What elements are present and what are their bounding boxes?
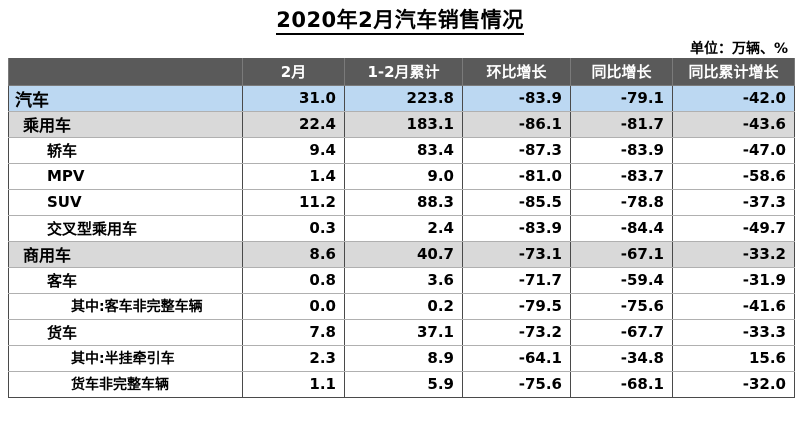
- yoy-cumulative-growth-cell: -49.7: [672, 215, 795, 242]
- feb-value-cell: 11.2: [242, 189, 345, 216]
- document-title: 2020年2月汽车销售情况: [0, 4, 800, 35]
- yoy-growth-cell: -78.8: [570, 189, 673, 216]
- yoy-cumulative-growth-cell: -47.0: [672, 137, 795, 164]
- cumulative-value-cell: 8.9: [344, 345, 463, 372]
- feb-value-cell: 9.4: [242, 137, 345, 164]
- yoy-growth-cell: -68.1: [570, 371, 673, 398]
- feb-value-cell: 8.6: [242, 241, 345, 268]
- table-row: 货车非完整车辆 1.1 5.9 -75.6 -68.1 -32.0: [8, 371, 795, 398]
- mom-growth-cell: -83.9: [462, 85, 571, 112]
- cumulative-value-cell: 37.1: [344, 319, 463, 346]
- cumulative-value-cell: 83.4: [344, 137, 463, 164]
- yoy-cumulative-growth-cell: -58.6: [672, 163, 795, 190]
- cumulative-value-cell: 5.9: [344, 371, 463, 398]
- cumulative-value-cell: 223.8: [344, 85, 463, 112]
- mom-growth-cell: -81.0: [462, 163, 571, 190]
- row-name-cell: 轿车: [8, 137, 243, 164]
- yoy-cumulative-growth-cell: -33.3: [672, 319, 795, 346]
- table-body: 汽车 31.0 223.8 -83.9 -79.1 -42.0 乘用车 22.4 183.1 -8…: [8, 85, 795, 398]
- feb-value-cell: 22.4: [242, 111, 345, 138]
- feb-value-cell: 1.1: [242, 371, 345, 398]
- row-name-cell: 汽车: [8, 85, 243, 112]
- feb-value-cell: 0.3: [242, 215, 345, 242]
- mom-growth-cell: -85.5: [462, 189, 571, 216]
- cumulative-value-cell: 88.3: [344, 189, 463, 216]
- feb-value-cell: 0.8: [242, 267, 345, 294]
- table-row: SUV 11.2 88.3 -85.5 -78.8 -37.3: [8, 189, 795, 216]
- mom-growth-cell: -64.1: [462, 345, 571, 372]
- table-row: 交叉型乘用车 0.3 2.4 -83.9 -84.4 -49.7: [8, 215, 795, 242]
- table-row: 商用车 8.6 40.7 -73.1 -67.1 -33.2: [8, 241, 795, 268]
- yoy-growth-cell: -59.4: [570, 267, 673, 294]
- header-cell-mom-growth: 环比增长: [462, 58, 571, 86]
- yoy-growth-cell: -75.6: [570, 293, 673, 320]
- yoy-growth-cell: -84.4: [570, 215, 673, 242]
- row-name-cell: 其中:半挂牵引车: [8, 345, 243, 372]
- table-row: MPV 1.4 9.0 -81.0 -83.7 -58.6: [8, 163, 795, 190]
- yoy-cumulative-growth-cell: -31.9: [672, 267, 795, 294]
- row-name-cell: 客车: [8, 267, 243, 294]
- feb-value-cell: 2.3: [242, 345, 345, 372]
- table-row: 汽车 31.0 223.8 -83.9 -79.1 -42.0: [8, 85, 795, 112]
- table-row: 乘用车 22.4 183.1 -86.1 -81.7 -43.6: [8, 111, 795, 138]
- yoy-growth-cell: -81.7: [570, 111, 673, 138]
- yoy-cumulative-growth-cell: -37.3: [672, 189, 795, 216]
- mom-growth-cell: -87.3: [462, 137, 571, 164]
- cumulative-value-cell: 183.1: [344, 111, 463, 138]
- yoy-cumulative-growth-cell: -33.2: [672, 241, 795, 268]
- header-cell-cumulative: 1-2月累计: [344, 58, 463, 86]
- table-row: 客车 0.8 3.6 -71.7 -59.4 -31.9: [8, 267, 795, 294]
- cumulative-value-cell: 3.6: [344, 267, 463, 294]
- row-name-cell: 其中:客车非完整车辆: [8, 293, 243, 320]
- row-name-cell: 货车: [8, 319, 243, 346]
- row-name-cell: 乘用车: [8, 111, 243, 138]
- yoy-cumulative-growth-cell: -42.0: [672, 85, 795, 112]
- yoy-growth-cell: -83.7: [570, 163, 673, 190]
- mom-growth-cell: -71.7: [462, 267, 571, 294]
- mom-growth-cell: -79.5: [462, 293, 571, 320]
- cumulative-value-cell: 2.4: [344, 215, 463, 242]
- yoy-growth-cell: -79.1: [570, 85, 673, 112]
- header-cell-yoy-cumulative-growth: 同比累计增长: [672, 58, 795, 86]
- yoy-cumulative-growth-cell: -41.6: [672, 293, 795, 320]
- cumulative-value-cell: 9.0: [344, 163, 463, 190]
- yoy-growth-cell: -67.7: [570, 319, 673, 346]
- header-cell-feb: 2月: [242, 58, 345, 86]
- mom-growth-cell: -73.2: [462, 319, 571, 346]
- cumulative-value-cell: 40.7: [344, 241, 463, 268]
- yoy-growth-cell: -83.9: [570, 137, 673, 164]
- mom-growth-cell: -83.9: [462, 215, 571, 242]
- feb-value-cell: 7.8: [242, 319, 345, 346]
- yoy-cumulative-growth-cell: -32.0: [672, 371, 795, 398]
- feb-value-cell: 1.4: [242, 163, 345, 190]
- header-cell-yoy-growth: 同比增长: [570, 58, 673, 86]
- row-name-cell: MPV: [8, 163, 243, 190]
- mom-growth-cell: -75.6: [462, 371, 571, 398]
- mom-growth-cell: -86.1: [462, 111, 571, 138]
- table-row: 其中:半挂牵引车 2.3 8.9 -64.1 -34.8 15.6: [8, 345, 795, 372]
- row-name-cell: 商用车: [8, 241, 243, 268]
- cumulative-value-cell: 0.2: [344, 293, 463, 320]
- table-row: 其中:客车非完整车辆 0.0 0.2 -79.5 -75.6 -41.6: [8, 293, 795, 320]
- header-cell-name: [8, 58, 243, 86]
- table-row: 货车 7.8 37.1 -73.2 -67.7 -33.3: [8, 319, 795, 346]
- feb-value-cell: 0.0: [242, 293, 345, 320]
- row-name-cell: SUV: [8, 189, 243, 216]
- feb-value-cell: 31.0: [242, 85, 345, 112]
- yoy-growth-cell: -34.8: [570, 345, 673, 372]
- mom-growth-cell: -73.1: [462, 241, 571, 268]
- yoy-growth-cell: -67.1: [570, 241, 673, 268]
- table-row: 轿车 9.4 83.4 -87.3 -83.9 -47.0: [8, 137, 795, 164]
- row-name-cell: 货车非完整车辆: [8, 371, 243, 398]
- yoy-cumulative-growth-cell: 15.6: [672, 345, 795, 372]
- row-name-cell: 交叉型乘用车: [8, 215, 243, 242]
- unit-label: 单位：万辆、%: [689, 41, 788, 57]
- sales-table: 2月 1-2月累计 环比增长 同比增长 同比累计增长 汽车 31.0 223.8 -8…: [8, 58, 795, 398]
- table-header-row: 2月 1-2月累计 环比增长 同比增长 同比累计增长: [8, 58, 795, 86]
- yoy-cumulative-growth-cell: -43.6: [672, 111, 795, 138]
- title-text: 2020年2月汽车销售情况: [276, 8, 524, 35]
